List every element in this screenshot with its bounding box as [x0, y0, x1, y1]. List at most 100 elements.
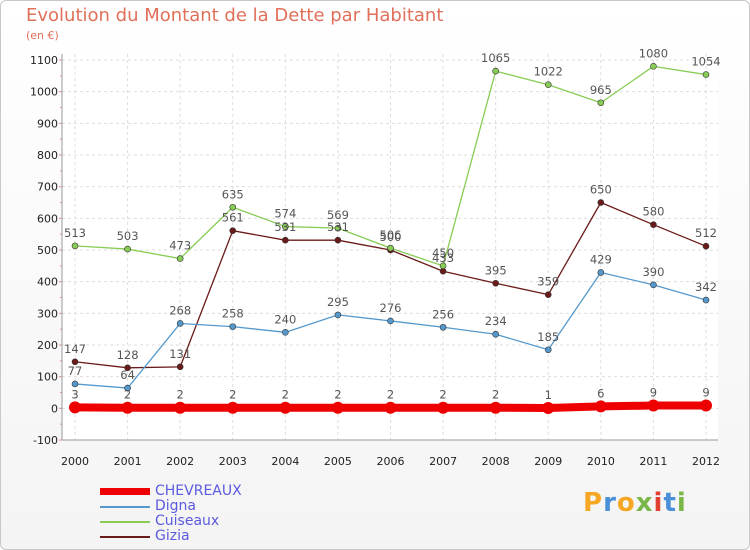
x-tick-label: 2001	[114, 455, 142, 468]
x-tick-label: 2000	[61, 455, 89, 468]
data-point-digna	[597, 269, 605, 276]
data-point-cuiseaux	[229, 203, 237, 211]
data-label-gizia: 500	[380, 230, 402, 244]
data-point-chevreaux	[226, 401, 239, 414]
data-point-cuiseaux	[334, 224, 342, 232]
data-point-cuiseaux	[71, 242, 79, 250]
x-tick-label: 2008	[482, 455, 510, 468]
data-label-cuiseaux: 1080	[639, 46, 668, 60]
x-tick-label: 2003	[219, 455, 247, 468]
y-tick-label: 0	[51, 402, 58, 415]
data-label-gizia: 395	[485, 263, 507, 277]
logo-letter: t	[663, 488, 677, 518]
data-label-chevreaux: 2	[334, 388, 341, 402]
data-label-gizia: 147	[64, 342, 86, 356]
data-label-digna: 342	[695, 280, 717, 294]
data-label-digna: 185	[537, 330, 559, 344]
legend-swatch-gizia	[100, 536, 150, 538]
data-point-chevreaux	[69, 401, 81, 414]
data-point-digna	[176, 320, 184, 327]
data-label-chevreaux: 2	[177, 388, 184, 402]
data-point-chevreaux	[384, 401, 397, 414]
logo-letter: i	[653, 488, 664, 518]
data-point-cuiseaux	[597, 99, 605, 107]
x-tick-label: 2011	[639, 455, 667, 468]
data-point-chevreaux	[700, 399, 712, 412]
x-tick-label: 2009	[534, 455, 562, 468]
data-point-gizia	[282, 236, 289, 244]
x-tick-label: 2006	[377, 455, 405, 468]
data-label-gizia: 128	[117, 348, 139, 362]
x-tick-label: 2004	[271, 455, 299, 468]
data-point-chevreaux	[331, 401, 344, 414]
x-tick-label: 2010	[587, 455, 615, 468]
y-tick-label: 1100	[30, 54, 58, 67]
data-label-cuiseaux: 635	[222, 187, 244, 201]
data-point-cuiseaux	[492, 67, 499, 75]
data-point-gizia	[71, 358, 79, 366]
y-tick-label: 800	[37, 149, 58, 162]
data-point-chevreaux	[174, 401, 187, 414]
data-point-cuiseaux	[544, 81, 552, 88]
data-point-chevreaux	[542, 402, 555, 415]
data-label-chevreaux: 2	[282, 388, 289, 402]
y-tick-label: 500	[37, 244, 58, 257]
data-point-digna	[439, 323, 447, 331]
legend-item-gizia: Gizia	[100, 528, 300, 544]
data-point-digna	[387, 317, 394, 325]
legend-item-chevreaux: CHEVREAUX	[100, 483, 300, 499]
data-point-chevreaux	[489, 401, 502, 414]
legend-swatch-digna	[100, 506, 150, 508]
data-point-cuiseaux	[124, 245, 131, 253]
y-tick-label: 1000	[30, 86, 58, 99]
data-label-gizia: 512	[695, 226, 717, 240]
data-label-gizia: 131	[169, 347, 191, 361]
data-label-digna: 390	[642, 265, 664, 279]
data-label-cuiseaux: 506	[380, 228, 402, 242]
logo-letter: P	[583, 488, 604, 518]
data-label-digna: 295	[327, 295, 349, 309]
data-label-cuiseaux: 1022	[534, 65, 563, 79]
data-label-gizia: 359	[537, 275, 559, 289]
x-tick-label: 2005	[324, 455, 352, 468]
data-point-cuiseaux	[176, 255, 184, 262]
data-point-digna	[492, 330, 499, 338]
data-label-gizia: 561	[222, 211, 244, 225]
data-point-gizia	[702, 242, 710, 250]
data-point-chevreaux	[121, 401, 134, 414]
data-label-chevreaux: 2	[229, 388, 236, 402]
y-tick-label: -100	[33, 434, 58, 447]
y-tick-label: 700	[37, 181, 58, 194]
data-label-digna: 429	[590, 252, 612, 266]
data-point-gizia	[124, 364, 131, 372]
data-label-gizia: 531	[274, 220, 296, 234]
data-point-gizia	[492, 279, 499, 287]
data-label-digna: 234	[485, 314, 507, 328]
y-tick-label: 900	[37, 117, 58, 130]
data-label-gizia: 650	[590, 183, 612, 197]
data-point-digna	[124, 384, 131, 392]
data-label-cuiseaux: 1065	[481, 51, 510, 65]
data-point-cuiseaux	[650, 63, 657, 70]
data-label-cuiseaux: 574	[274, 207, 296, 221]
data-label-cuiseaux: 503	[117, 229, 139, 243]
legend-item-cuiseaux: Cuiseaux	[100, 513, 300, 529]
data-point-chevreaux	[437, 401, 450, 414]
data-label-chevreaux: 2	[387, 388, 394, 402]
data-label-chevreaux: 2	[439, 388, 446, 402]
data-label-digna: 268	[169, 303, 191, 317]
data-point-gizia	[650, 221, 657, 228]
logo-letter: x	[635, 488, 654, 518]
y-tick-label: 200	[37, 339, 58, 352]
data-point-gizia	[229, 227, 237, 234]
logo-letter: r	[603, 488, 617, 518]
proxiti-logo: Proxiti	[583, 488, 687, 518]
data-label-digna: 240	[274, 312, 296, 326]
data-point-chevreaux	[279, 401, 292, 414]
data-point-digna	[334, 311, 342, 319]
data-label-cuiseaux: 965	[590, 83, 612, 97]
data-label-chevreaux: 2	[492, 388, 499, 402]
data-label-cuiseaux: 450	[432, 246, 454, 260]
data-point-gizia	[597, 199, 605, 206]
